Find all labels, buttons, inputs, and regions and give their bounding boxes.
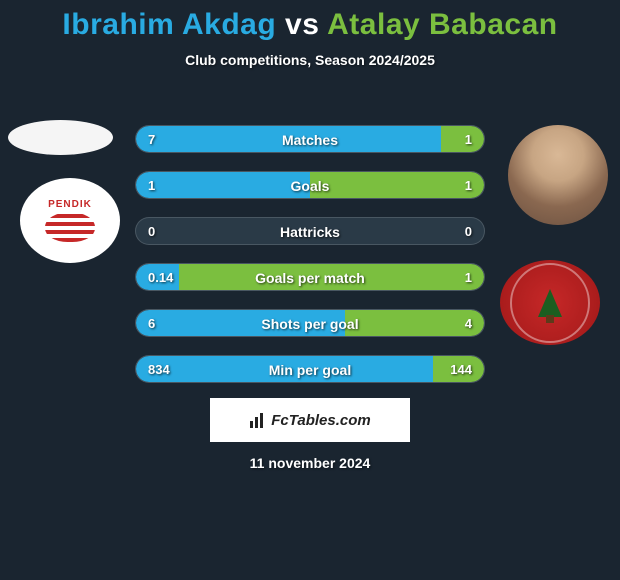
player2-club-badge [500, 260, 600, 345]
vs-text: vs [285, 8, 319, 41]
club-left-label: PENDIK [48, 199, 92, 210]
stat-label: Matches [136, 126, 484, 153]
branding-icon [249, 411, 267, 429]
stat-label: Hattricks [136, 218, 484, 245]
subtitle: Club competitions, Season 2024/2025 [0, 52, 620, 68]
date-label: 11 november 2024 [0, 455, 620, 471]
branding-badge: FcTables.com [210, 398, 410, 442]
stat-label: Shots per goal [136, 310, 484, 337]
stat-row: 0.141Goals per match [135, 263, 485, 291]
stat-label: Min per goal [136, 356, 484, 383]
stat-row: 834144Min per goal [135, 355, 485, 383]
stat-row: 00Hattricks [135, 217, 485, 245]
player1-club-badge: PENDIK [20, 178, 120, 263]
player2-avatar [508, 125, 608, 225]
club-left-emblem [45, 212, 95, 242]
stat-row: 11Goals [135, 171, 485, 199]
stat-label: Goals per match [136, 264, 484, 291]
stat-row: 71Matches [135, 125, 485, 153]
comparison-title: Ibrahim Akdag vs Atalay Babacan [0, 0, 620, 42]
player1-name: Ibrahim Akdag [62, 8, 276, 41]
player1-avatar [8, 120, 113, 155]
stat-label: Goals [136, 172, 484, 199]
club-right-tree-icon [538, 289, 562, 317]
stat-row: 64Shots per goal [135, 309, 485, 337]
stats-container: 71Matches 11Goals 00Hattricks 0.141Goals pe… [135, 125, 485, 401]
branding-text: FcTables.com [271, 412, 370, 429]
player2-name: Atalay Babacan [327, 8, 557, 41]
